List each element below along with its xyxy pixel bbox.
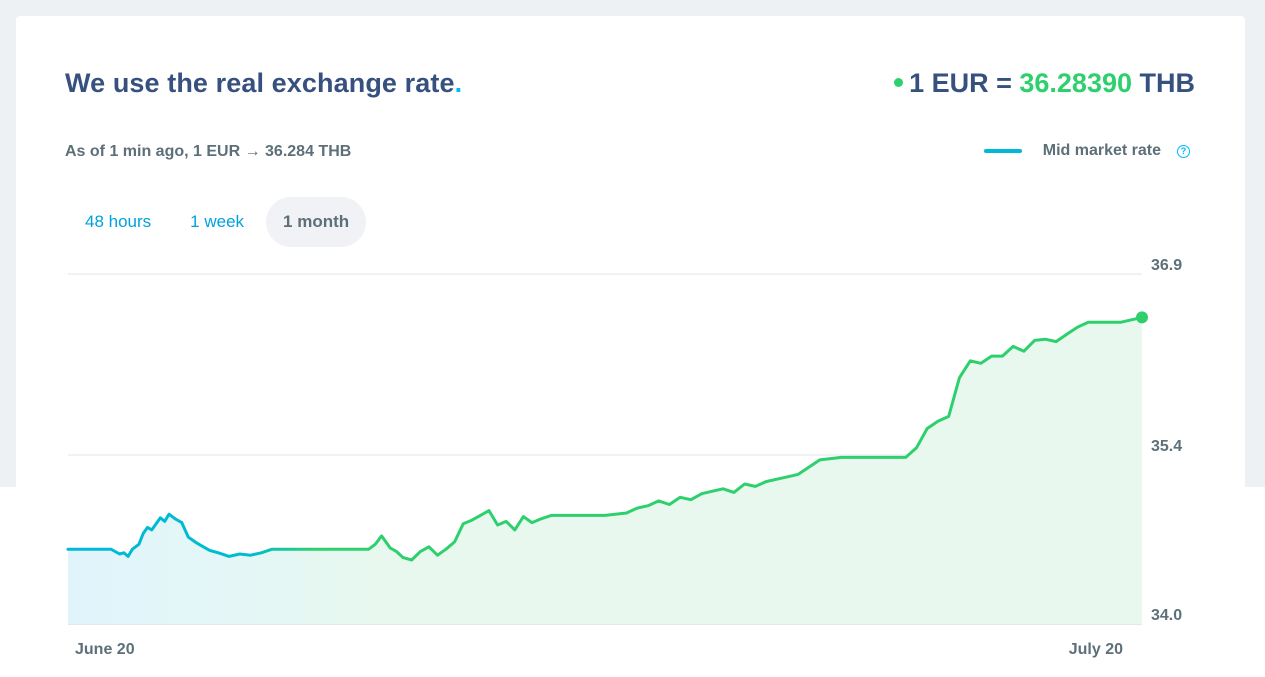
live-indicator-icon <box>894 78 904 88</box>
x-tick-label: June 20 <box>75 641 135 658</box>
chart-legend: Mid market rate ? <box>983 142 1190 160</box>
x-tick-label: July 20 <box>1069 641 1123 658</box>
help-icon[interactable]: ? <box>1177 144 1190 158</box>
y-tick-label: 35.4 <box>1151 438 1182 455</box>
latest-rate-marker <box>1136 311 1148 324</box>
tab-1-week[interactable]: 1 week <box>190 212 245 231</box>
time-range-tabs: 48 hours 1 week 1 month <box>68 197 371 247</box>
rate-value: 36.28390 <box>1019 68 1132 98</box>
headline-accent-dot: . <box>454 68 463 98</box>
rate-points <box>1136 311 1148 324</box>
rate-prefix: 1 EUR = <box>909 68 1020 98</box>
legend-label: Mid market rate <box>1042 142 1161 159</box>
headline-text: We use the real exchange rate <box>65 68 455 98</box>
y-tick-label: 36.9 <box>1151 257 1182 274</box>
axis-ticks: 36.9 35.4 34.0 June 20 July 20 <box>75 257 1182 658</box>
tab-48-hours[interactable]: 48 hours <box>85 212 152 231</box>
page-title: We use the real exchange rate. <box>65 68 462 99</box>
legend-line-icon <box>983 149 1022 153</box>
rate-line <box>66 315 1144 562</box>
rate-suffix: THB <box>1132 68 1196 98</box>
tab-1-month[interactable]: 1 month <box>266 197 367 247</box>
as-of-note: As of 1 min ago, 1 EUR → 36.284 THB <box>65 143 352 160</box>
current-rate: 1 EUR = 36.28390 THB <box>894 68 1195 99</box>
y-tick-label: 34.0 <box>1151 607 1182 624</box>
rate-area <box>68 317 1142 624</box>
